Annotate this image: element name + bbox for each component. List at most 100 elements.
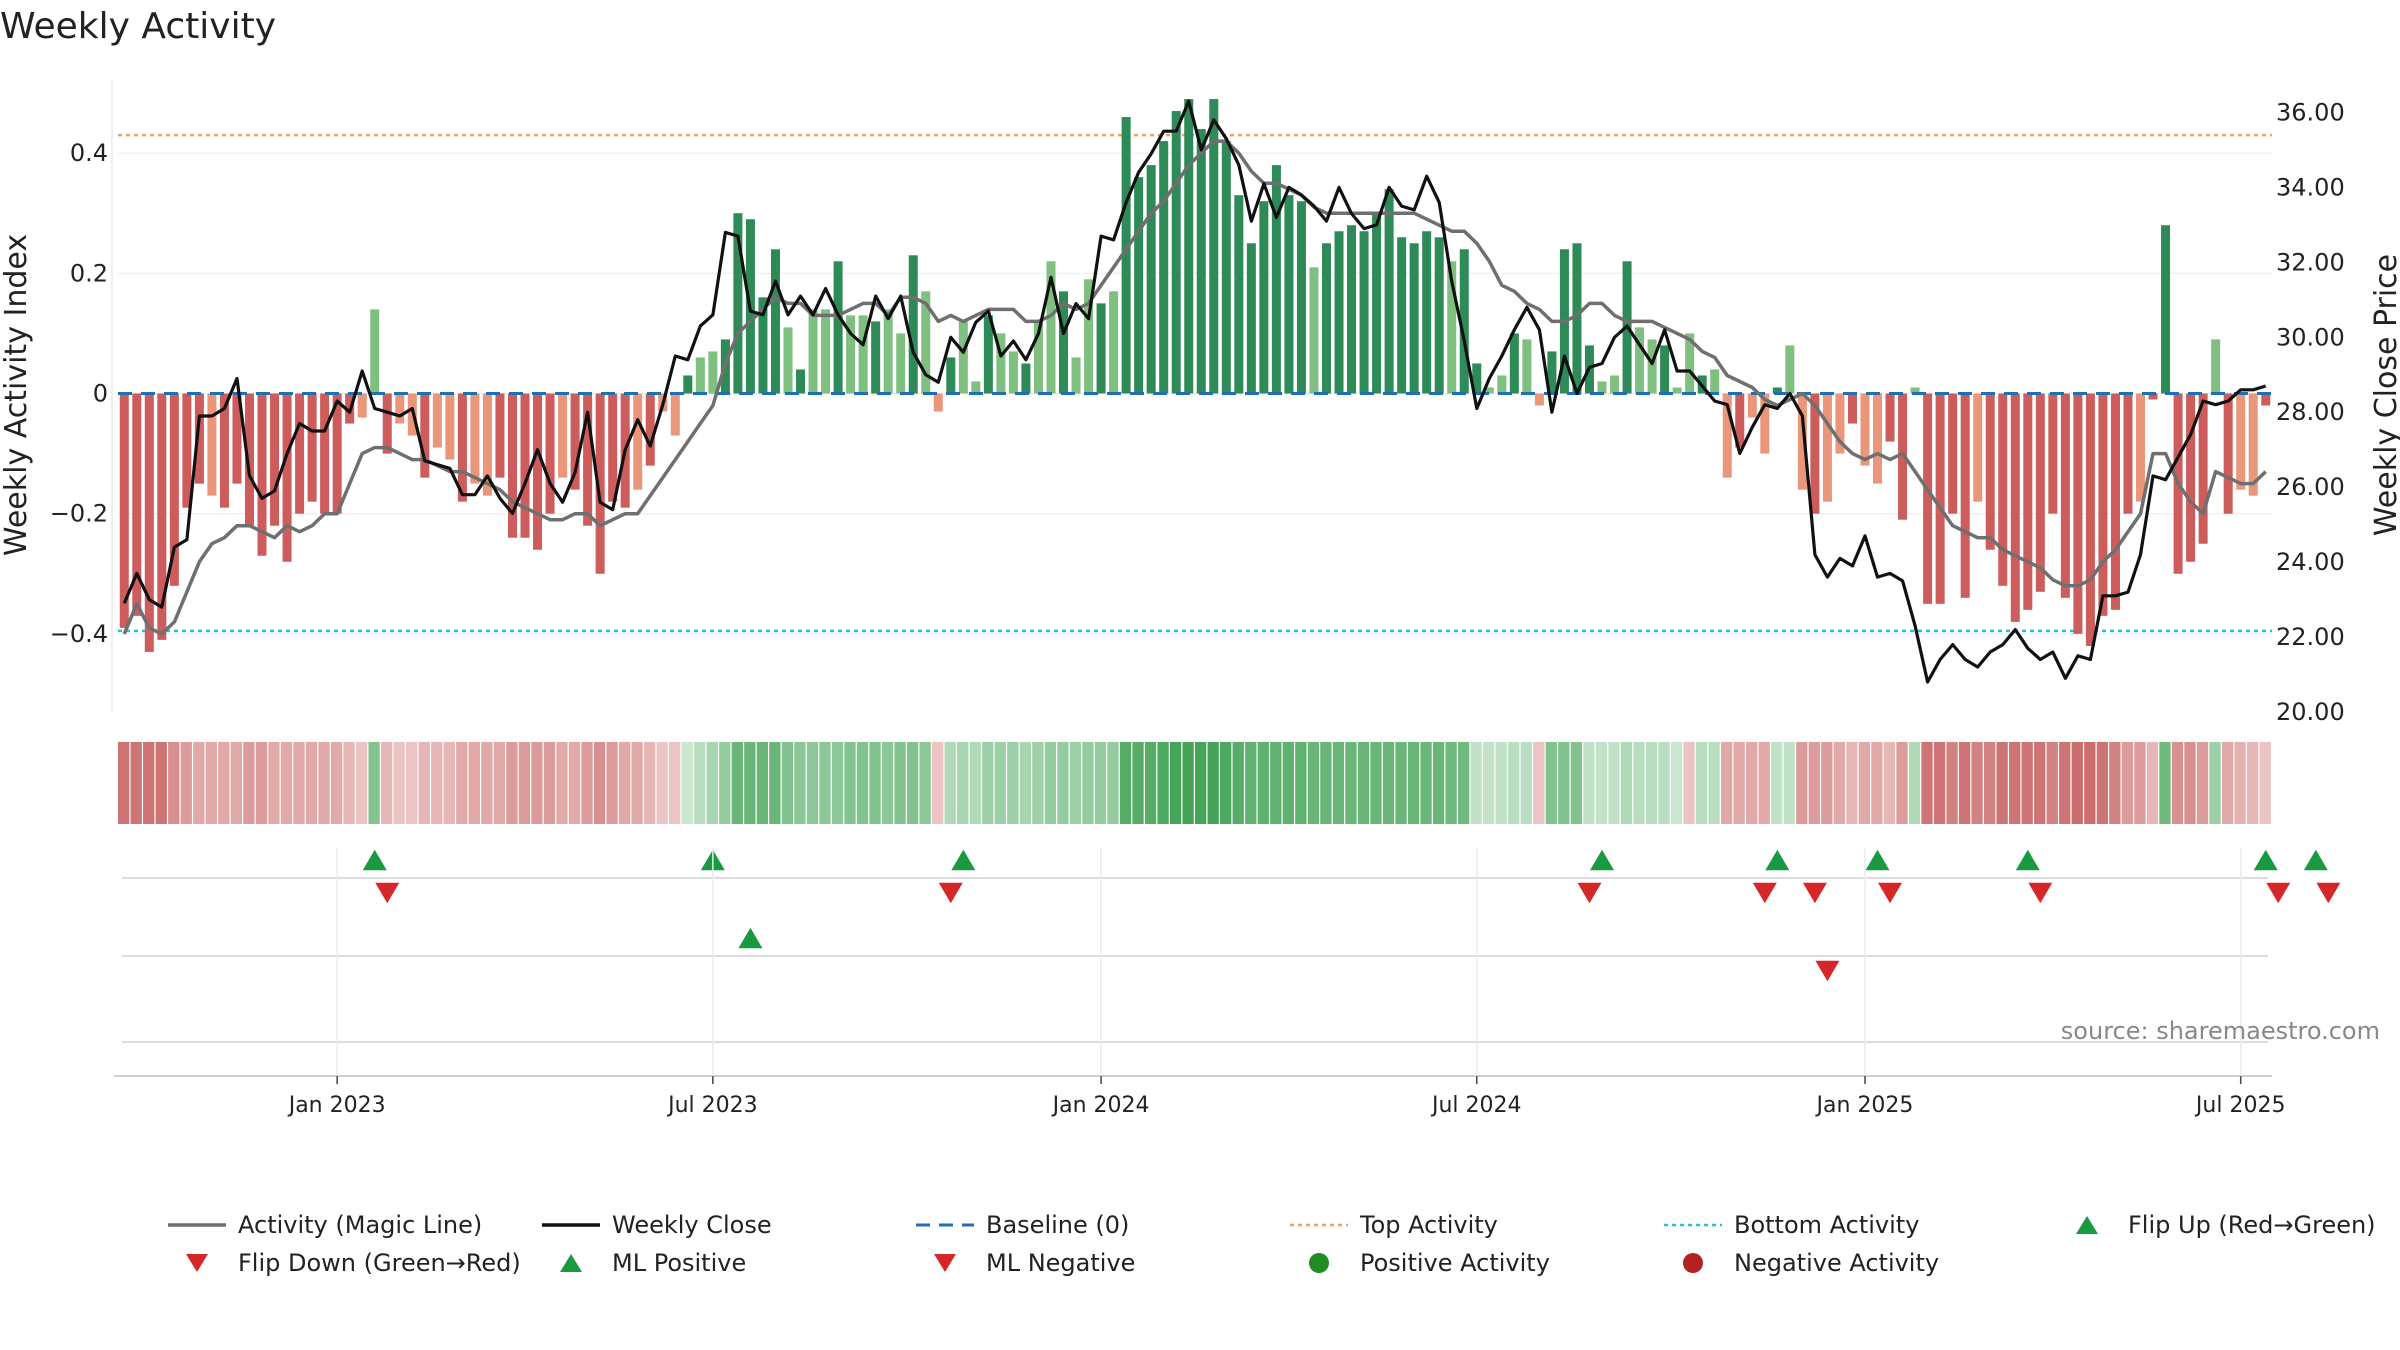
strip-cell: [380, 742, 393, 824]
activity-bar: [796, 369, 806, 394]
strip-cell: [2196, 742, 2209, 824]
strip-cell: [1332, 742, 1345, 824]
activity-bar: [2236, 393, 2246, 490]
activity-bar: [633, 393, 643, 490]
strip-cell: [2234, 742, 2246, 824]
activity-bars: [119, 99, 2271, 652]
strip-cell: [794, 742, 806, 824]
strip-cell: [180, 742, 192, 824]
flip-down-marker: [2266, 882, 2291, 904]
strip-cell: [1157, 742, 1169, 824]
activity-bar: [533, 393, 543, 550]
strip-cell: [1220, 742, 1232, 824]
flip-up-marker: [1765, 849, 1790, 871]
strip-cell: [1796, 742, 1808, 824]
activity-bar: [733, 213, 743, 394]
strip-cell: [393, 742, 405, 824]
strip-cell: [1833, 742, 1846, 824]
activity-bar: [1296, 201, 1306, 394]
activity-bar: [1785, 345, 1795, 394]
strip-cell: [756, 742, 769, 824]
flip-down-marker: [2316, 882, 2341, 904]
strip-cell: [1207, 742, 1219, 824]
activity-bar: [1159, 141, 1169, 394]
strip-cell: [1307, 742, 1320, 824]
flip-down-marker: [1577, 882, 1602, 904]
strip-cell: [2071, 742, 2083, 824]
strip-cell: [1733, 742, 1745, 824]
activity-bar: [1372, 213, 1382, 394]
strip-cell: [1620, 742, 1633, 824]
activity-bar: [921, 291, 931, 394]
legend-label: Positive Activity: [1360, 1249, 1550, 1277]
time-tick-label: Jul 2023: [666, 1093, 758, 1118]
activity-bar: [1447, 261, 1457, 394]
activity-bar: [282, 393, 292, 562]
activity-bar: [1071, 357, 1081, 394]
activity-bar: [971, 381, 981, 394]
activity-bar: [1935, 393, 1945, 604]
activity-bar: [244, 393, 255, 526]
strip-cell: [1420, 742, 1432, 824]
activity-bar: [1710, 369, 1720, 394]
activity-bar: [1985, 393, 1995, 550]
flip-down-marker: [2028, 882, 2053, 904]
flip-up-marker: [2303, 849, 2328, 871]
legend-item: Baseline (0): [916, 1211, 1129, 1239]
activity-bar: [207, 393, 217, 496]
activity-bar: [1058, 291, 1069, 394]
activity-bar: [457, 393, 467, 502]
strip-cell: [2021, 742, 2033, 824]
activity-bar: [1234, 195, 1244, 394]
legend-item: Flip Up (Red→Green): [2076, 1211, 2376, 1239]
activity-bar: [507, 393, 517, 538]
strip-cell: [1583, 742, 1595, 824]
strip-cell: [1382, 742, 1395, 824]
activity-bar: [307, 393, 317, 502]
legend-swatch: [2076, 1216, 2098, 1234]
legend-item: ML Positive: [560, 1249, 746, 1277]
strip-cell: [1570, 742, 1583, 824]
activity-bar: [1960, 393, 1970, 598]
strip-cell: [1658, 742, 1670, 824]
strip-cell: [330, 742, 343, 824]
strip-cell: [1395, 742, 1407, 824]
source-label: source: sharemaestro.com: [2061, 1017, 2380, 1045]
y-tick-label-right: 36.00: [2276, 98, 2345, 126]
flip-up-marker: [2253, 849, 2278, 871]
strip-cell: [1407, 742, 1420, 824]
strip-cell: [168, 742, 180, 824]
strip-cell: [531, 742, 543, 824]
legend-swatch: [186, 1254, 208, 1272]
strip-cell: [1971, 742, 1983, 824]
activity-bar: [1735, 393, 1745, 448]
activity-bar: [482, 393, 492, 496]
activity-heat-strip: [118, 742, 2271, 824]
strip-cell: [143, 742, 155, 824]
strip-cell: [2134, 742, 2146, 824]
activity-bar: [1384, 189, 1394, 394]
activity-bar: [1873, 393, 1883, 484]
activity-bar: [395, 393, 405, 424]
activity-bar: [1810, 393, 1820, 514]
y-tick-label-right: 24.00: [2276, 548, 2345, 576]
y-tick-label-right: 34.00: [2276, 173, 2345, 201]
activity-bar: [570, 393, 580, 490]
strip-cell: [969, 742, 981, 824]
activity-bar: [683, 375, 693, 394]
strip-cell: [493, 742, 506, 824]
flip-down-marker: [938, 882, 963, 904]
activity-bar: [432, 393, 442, 448]
strip-cell: [669, 742, 681, 824]
strip-cell: [1771, 742, 1783, 824]
strip-cell: [355, 742, 368, 824]
ml-negative-marker: [1815, 960, 1840, 982]
strip-cell: [506, 742, 518, 824]
strip-cell: [468, 742, 480, 824]
activity-bar: [1259, 201, 1269, 394]
series-lines: [118, 99, 2272, 684]
activity-bar: [2010, 393, 2020, 622]
y-tick-label-right: 20.00: [2276, 698, 2345, 726]
activity-bar: [182, 393, 192, 508]
strip-cell: [906, 742, 919, 824]
